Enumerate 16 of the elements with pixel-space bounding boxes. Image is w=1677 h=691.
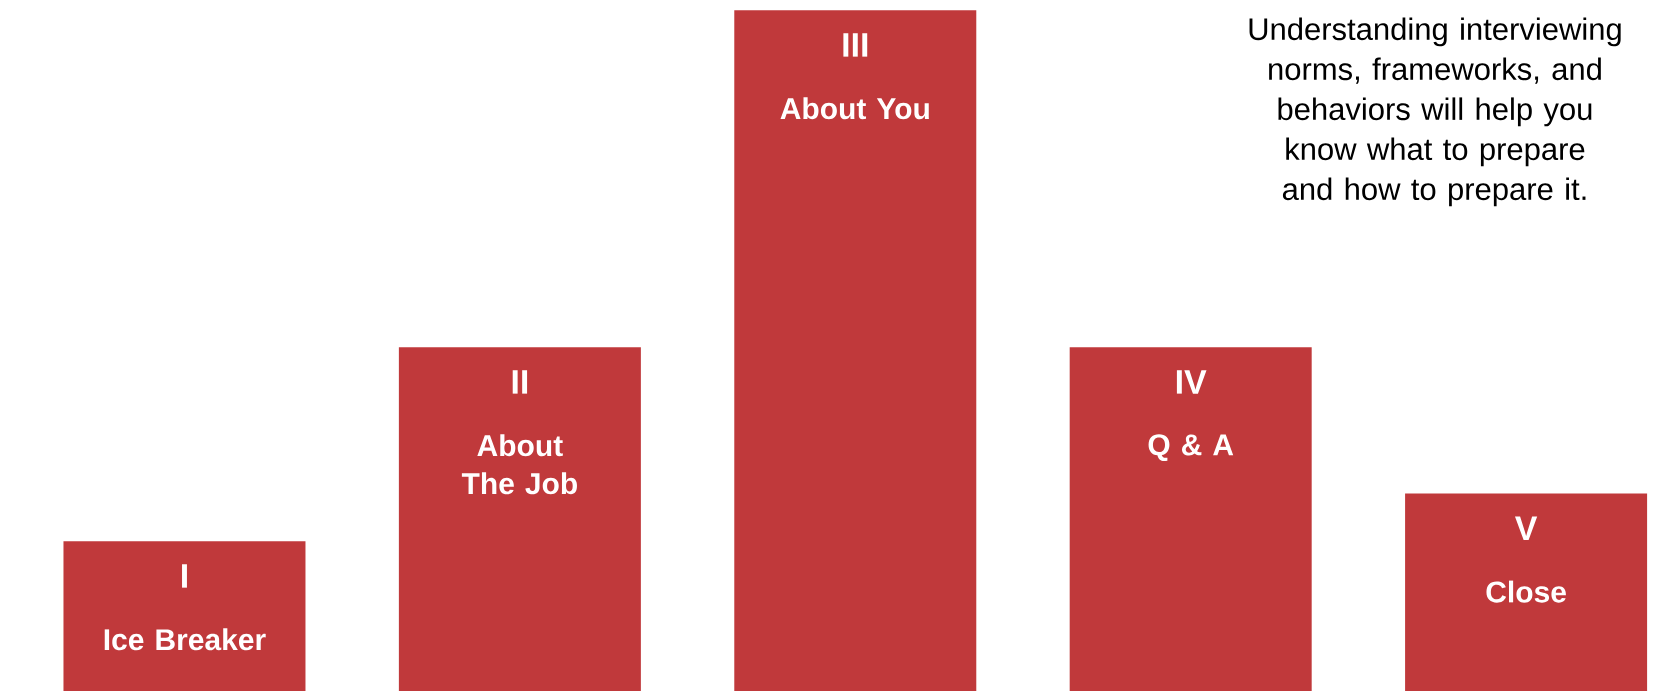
bar	[398, 347, 641, 691]
x-tick-label: Ice Breaker	[104, 628, 266, 651]
annotation: Understanding interviewing norms, frameworks, and behaviors will help you know what to prepare and how to prepare it.	[1249, 17, 1621, 207]
bar	[1069, 347, 1312, 691]
x-tick-label: Close	[1486, 580, 1566, 603]
annotation: II	[512, 370, 528, 394]
annotation: I	[182, 564, 187, 588]
annotation: V	[1514, 516, 1538, 540]
x-tick-label: About You	[780, 97, 929, 120]
annotation: III	[843, 33, 868, 57]
x-tick-label: Q & A	[1148, 434, 1234, 462]
x-tick-label: About The Job	[461, 434, 577, 495]
bar	[734, 10, 977, 691]
bar	[63, 541, 306, 691]
annotation: IV	[1176, 370, 1207, 394]
bar	[1405, 493, 1648, 691]
